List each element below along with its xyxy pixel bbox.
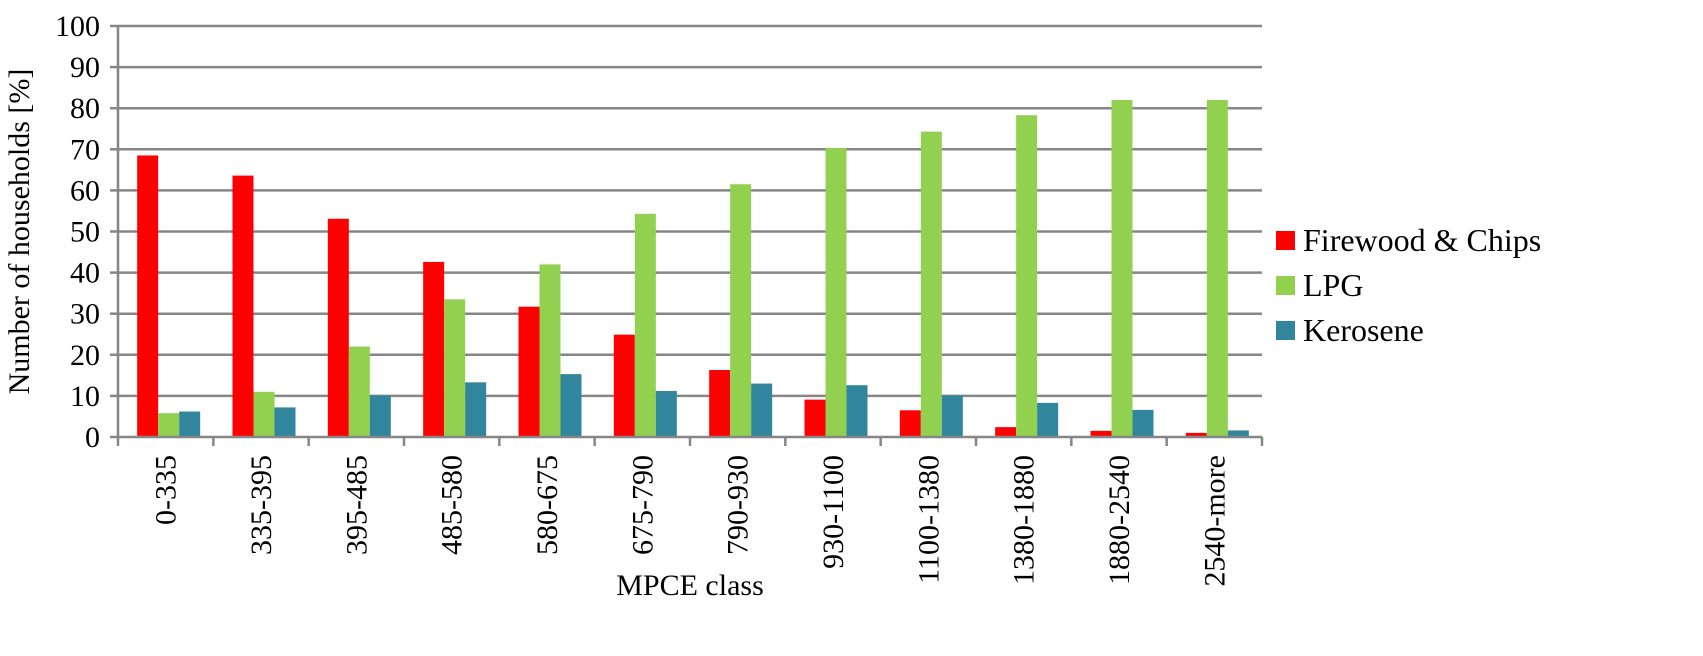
- bar-lpg-3: [444, 299, 466, 437]
- y-tick-label: 60: [70, 174, 100, 207]
- legend-swatch: [1276, 231, 1295, 250]
- legend-label: Firewood & Chips: [1303, 222, 1541, 258]
- y-tick-label: 80: [70, 92, 100, 125]
- bar-firewood-chips-3: [423, 261, 445, 437]
- bar-kerosene-8: [941, 395, 963, 437]
- bar-firewood-chips-10: [1090, 430, 1112, 437]
- legend: Firewood & Chips LPG Kerosene: [1276, 222, 1541, 348]
- gridlines: [118, 24, 1262, 398]
- x-tick-label: 790-930: [722, 455, 755, 555]
- x-tick-label: 1380-1880: [1008, 455, 1041, 585]
- bar-kerosene-11: [1227, 430, 1249, 437]
- x-tick-label: 1100-1380: [912, 455, 945, 584]
- bar-firewood-chips-9: [995, 427, 1017, 437]
- y-tick-label: 70: [70, 133, 100, 166]
- x-tick-labels: 0-335 335-395 395-485 485-580 580-675 675-790…: [150, 455, 1232, 587]
- bar-lpg-4: [539, 264, 561, 437]
- y-tick-label: 100: [55, 10, 100, 43]
- x-tick-label: 395-485: [340, 455, 373, 555]
- bar-firewood-chips-2: [327, 218, 349, 437]
- x-tick-label: 675-790: [626, 455, 659, 555]
- bar-firewood-chips-11: [1185, 432, 1207, 437]
- y-tick-label: 20: [70, 339, 100, 372]
- legend-swatch: [1276, 321, 1295, 340]
- bar-kerosene-10: [1132, 409, 1154, 437]
- y-tick-label: 10: [70, 380, 100, 413]
- bar-firewood-chips-4: [518, 306, 540, 437]
- x-axis-title: MPCE class: [616, 569, 764, 602]
- y-tick-labels: 0 10 20 30 40 50 60 70 80 90 100: [55, 10, 100, 454]
- x-tick-label: 0-335: [150, 455, 183, 525]
- bar-kerosene-2: [369, 395, 391, 437]
- bar-kerosene-9: [1037, 402, 1059, 437]
- bar-lpg-8: [920, 131, 942, 437]
- x-tick-label: 930-1100: [817, 455, 850, 569]
- legend-label: Kerosene: [1303, 312, 1424, 348]
- y-tick-label: 30: [70, 298, 100, 331]
- bar-kerosene-1: [274, 407, 296, 437]
- x-tick-label: 1880-2540: [1103, 455, 1136, 585]
- y-axis-title: Number of households [%]: [3, 69, 36, 395]
- x-tick-label: 580-675: [531, 455, 564, 555]
- bar-kerosene-7: [846, 385, 868, 437]
- legend-swatch: [1276, 276, 1295, 295]
- legend-label: LPG: [1303, 267, 1363, 303]
- bar-firewood-chips-6: [709, 370, 731, 437]
- bars: [137, 99, 1249, 437]
- y-tick-label: 40: [70, 257, 100, 290]
- bar-lpg-7: [825, 148, 847, 437]
- bar-lpg-2: [348, 346, 370, 437]
- y-tick-label: 0: [85, 421, 100, 454]
- bar-lpg-0: [158, 413, 180, 437]
- y-tick-label: 90: [70, 51, 100, 84]
- bar-lpg-1: [253, 391, 275, 437]
- bar-firewood-chips-0: [137, 155, 159, 437]
- x-tick-label: 485-580: [436, 455, 469, 555]
- bar-firewood-chips-8: [899, 410, 921, 437]
- y-tick-label: 50: [70, 216, 100, 249]
- bar-lpg-10: [1111, 99, 1133, 437]
- x-tick-label: 2540-more: [1198, 455, 1231, 587]
- bar-kerosene-4: [560, 374, 582, 437]
- axes: [110, 24, 1264, 446]
- bar-lpg-5: [634, 213, 656, 437]
- x-tick-label: 335-395: [245, 455, 278, 555]
- bar-kerosene-3: [465, 382, 487, 437]
- bar-lpg-6: [730, 184, 752, 437]
- bar-lpg-11: [1206, 99, 1228, 437]
- bar-kerosene-6: [751, 383, 773, 437]
- bar-kerosene-0: [179, 411, 201, 437]
- bar-firewood-chips-1: [232, 175, 254, 437]
- bar-firewood-chips-5: [613, 334, 635, 437]
- bar-kerosene-5: [655, 390, 677, 437]
- bar-firewood-chips-7: [804, 399, 826, 437]
- bar-lpg-9: [1016, 115, 1038, 437]
